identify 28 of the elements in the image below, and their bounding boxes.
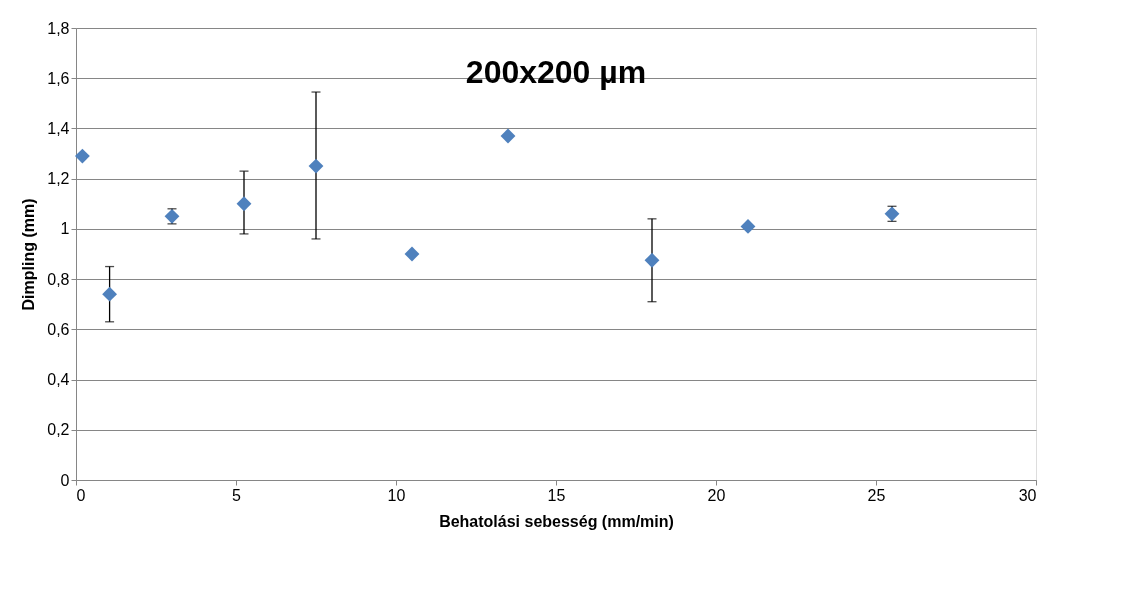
- point: [236, 196, 252, 212]
- y-tick-label: 0,2: [47, 421, 70, 439]
- point: [308, 158, 324, 174]
- point: [404, 246, 420, 262]
- y-tick-label: 0: [60, 471, 70, 489]
- point: [102, 286, 118, 302]
- y-tick-label: 0,4: [47, 371, 70, 389]
- y-tick-label: 1,6: [47, 69, 70, 87]
- x-axis-title: Behatolási sebesség (mm/min): [439, 512, 674, 530]
- y-tick-label: 1,4: [47, 119, 70, 137]
- x-tick-label: 0: [76, 486, 86, 504]
- x-tick-label: 20: [707, 486, 726, 504]
- y-tick-label: 0,8: [47, 270, 70, 288]
- x-tick-label: 15: [547, 486, 566, 504]
- y-tick-label: 1,2: [47, 170, 70, 188]
- y-axis-title: Dimpling (mm): [20, 198, 38, 311]
- x-tick-label: 30: [1018, 486, 1037, 504]
- x-tick-label: 10: [387, 486, 406, 504]
- y-tick-label: 1: [60, 220, 70, 238]
- point: [644, 252, 660, 268]
- point: [74, 148, 90, 164]
- point: [500, 128, 516, 144]
- x-tick-label: 5: [232, 486, 242, 504]
- x-tick-label: 25: [867, 486, 886, 504]
- point: [740, 218, 756, 234]
- y-tick-label: 1,8: [47, 19, 70, 37]
- y-tick-label: 0,6: [47, 320, 70, 338]
- text: 200x200 µm: [465, 54, 647, 90]
